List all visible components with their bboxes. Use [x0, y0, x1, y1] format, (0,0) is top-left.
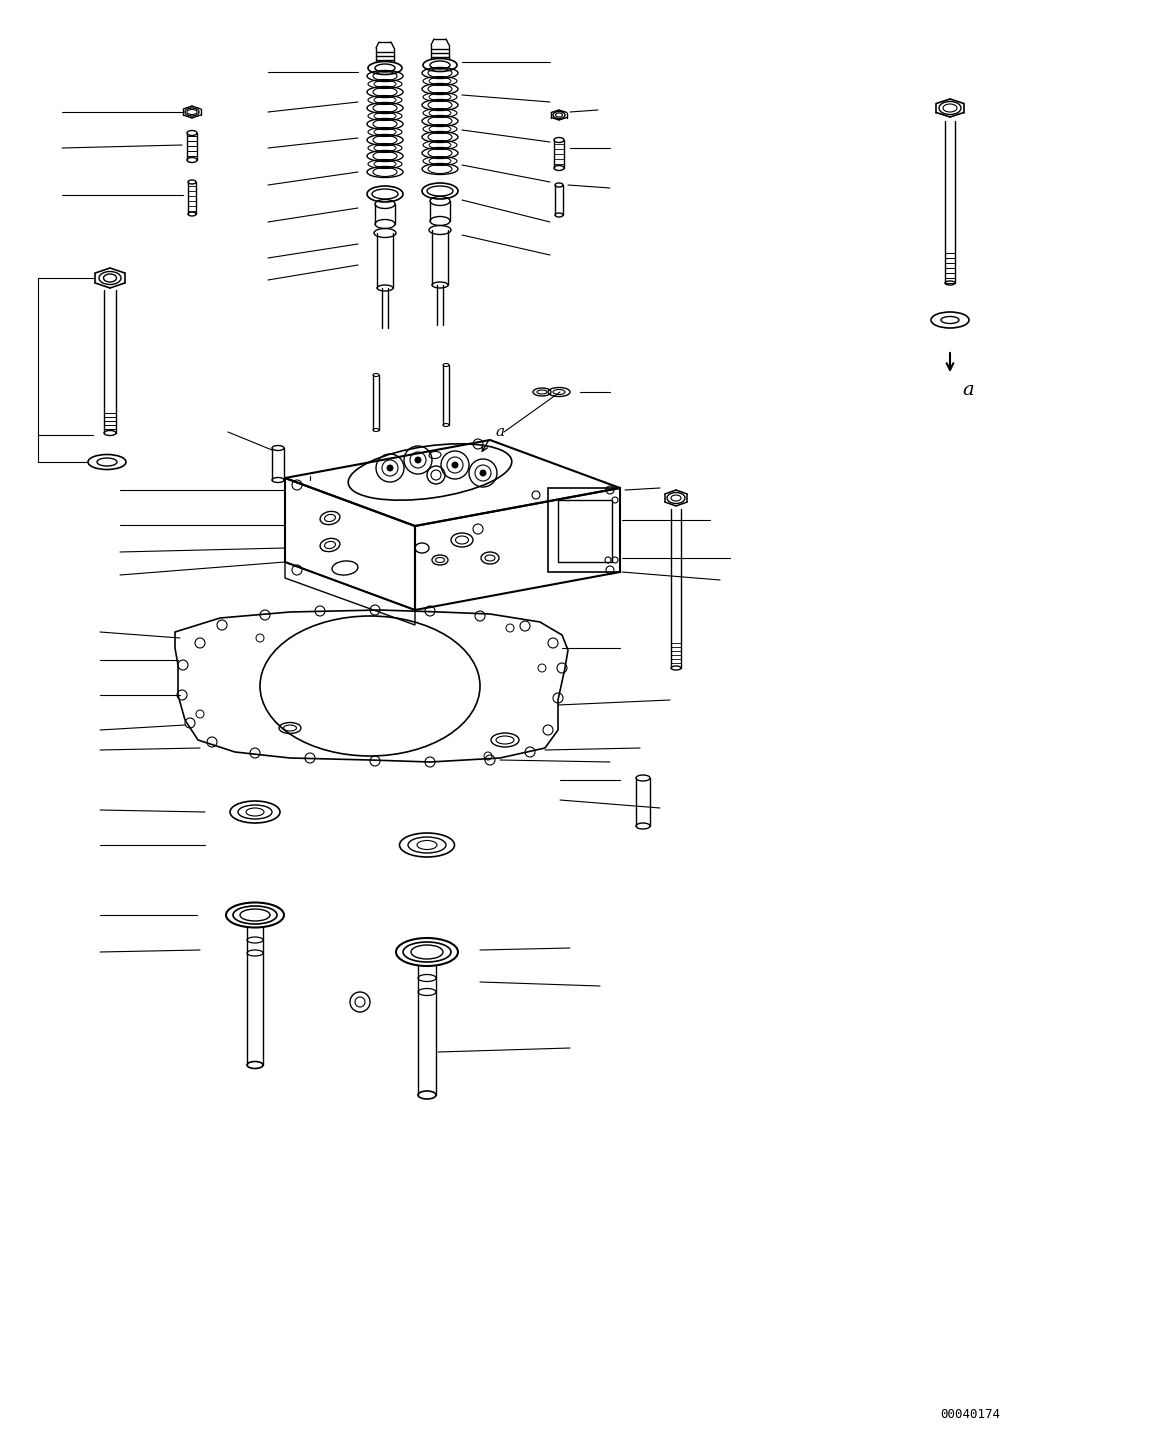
Text: 00040174: 00040174 — [940, 1408, 1000, 1421]
Circle shape — [480, 470, 486, 476]
Circle shape — [452, 463, 458, 468]
Text: a: a — [962, 381, 973, 399]
Circle shape — [387, 466, 393, 471]
Text: a: a — [495, 425, 504, 438]
Circle shape — [415, 457, 421, 463]
